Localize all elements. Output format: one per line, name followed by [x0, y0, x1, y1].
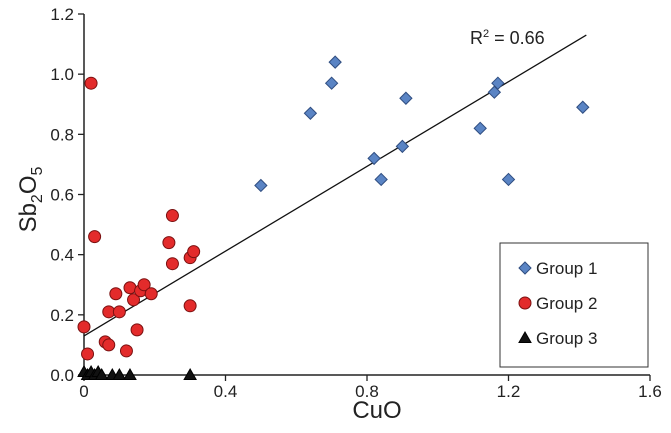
r2-rest: = 0.66	[489, 28, 545, 48]
data-point	[77, 320, 91, 334]
x-tick-label: 0	[79, 382, 88, 401]
data-point	[374, 172, 388, 187]
data-point	[501, 172, 516, 187]
legend-label: Group 1	[536, 259, 597, 278]
x-tick-label: 0.8	[355, 382, 379, 401]
y-title-sub1: 2	[29, 194, 46, 203]
data-point	[399, 91, 413, 105]
y-tick-label: 0.8	[50, 125, 74, 144]
data-point	[254, 178, 268, 193]
legend-item: Group 1	[518, 259, 597, 278]
y-tick-label: 1.0	[50, 65, 74, 84]
data-point	[187, 245, 201, 259]
trendline	[83, 34, 587, 337]
y-tick-label: 0.0	[50, 366, 74, 385]
x-tick-label: 0.4	[214, 382, 238, 401]
data-point	[94, 367, 109, 380]
data-point	[112, 367, 127, 380]
data-point	[123, 281, 137, 295]
x-tick-label: 1.2	[497, 382, 521, 401]
data-point	[162, 236, 176, 250]
series-2	[77, 76, 201, 361]
data-point	[109, 287, 123, 301]
y-title-base: Sb	[15, 203, 42, 232]
x-axis-title: CuO	[352, 397, 401, 424]
data-point	[183, 299, 197, 313]
y-title-sub2: 5	[29, 166, 46, 175]
data-point	[328, 55, 342, 69]
data-point	[144, 287, 158, 301]
data-point	[303, 106, 318, 120]
r2-sup: 2	[483, 28, 489, 40]
legend-marker	[518, 296, 532, 310]
y-tick-label: 0.6	[50, 186, 74, 205]
data-point	[473, 121, 487, 136]
series-3	[77, 364, 197, 380]
y-tick-label: 0.4	[50, 246, 74, 265]
data-point	[88, 230, 102, 244]
y-axis-title: Sb2O5	[15, 166, 46, 232]
legend-marker	[518, 330, 532, 343]
legend-marker	[518, 261, 532, 275]
r2-main: R	[470, 28, 483, 48]
data-point	[367, 151, 381, 166]
y-ticks: 0.0 0.2 0.4 0.6 0.8 1.0 1.2	[50, 5, 84, 385]
data-point	[84, 76, 98, 90]
legend-items: Group 1 Group 2 Group 3	[518, 259, 597, 348]
y-title-mid: O	[15, 175, 42, 194]
data-point	[119, 344, 133, 358]
legend-label: Group 2	[536, 294, 597, 313]
data-point	[112, 305, 126, 319]
legend: Group 1 Group 2 Group 3	[499, 242, 649, 368]
data-points	[77, 55, 590, 380]
data-point	[102, 338, 116, 352]
data-point	[127, 293, 141, 307]
x-tick-label: 1.6	[638, 382, 662, 401]
legend-item: Group 3	[518, 329, 597, 348]
data-point	[130, 323, 144, 337]
legend-item: Group 2	[518, 294, 597, 313]
series-1	[254, 55, 590, 193]
data-point	[137, 278, 151, 292]
data-point	[123, 367, 137, 380]
data-point	[165, 257, 179, 271]
data-point	[576, 100, 590, 114]
data-point	[81, 347, 95, 361]
data-point	[324, 76, 339, 90]
y-tick-label: 0.2	[50, 306, 74, 325]
data-point	[491, 76, 505, 90]
legend-label: Group 3	[536, 329, 597, 348]
y-tick-label: 1.2	[50, 5, 74, 24]
data-point	[395, 139, 410, 154]
x-ticks: 0 0.4 0.8 1.2 1.6	[79, 375, 662, 401]
r-squared-annotation: R2 = 0.66	[470, 28, 545, 48]
data-point	[165, 209, 179, 223]
data-point	[183, 367, 197, 380]
